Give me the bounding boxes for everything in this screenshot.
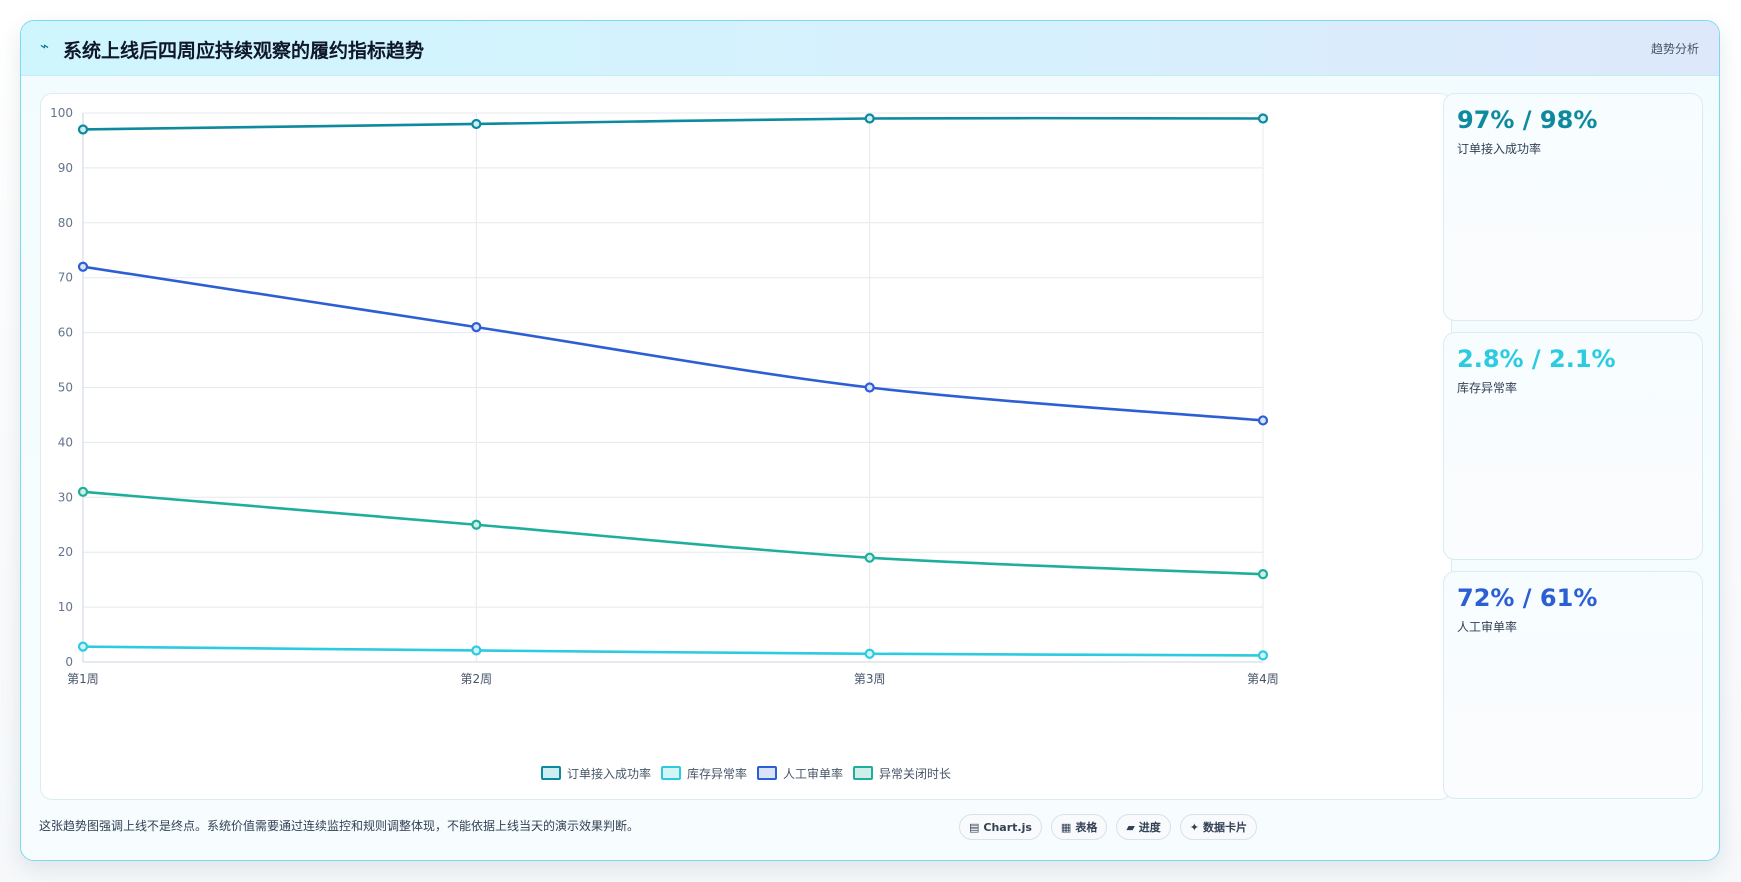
x-tick-label: 第3周 xyxy=(854,672,886,686)
chip-label: 表格 xyxy=(1075,821,1098,834)
y-tick-label: 0 xyxy=(65,655,73,669)
data-point xyxy=(1257,415,1269,426)
y-tick-label: 40 xyxy=(58,435,73,449)
series-line-0 xyxy=(82,116,1264,131)
data-point xyxy=(864,382,875,393)
y-tick-label: 80 xyxy=(58,216,73,230)
card-header: ⌁ 系统上线后四周应持续观察的履约指标趋势 趋势分析 xyxy=(21,21,1719,76)
stat-card-inventory-anomaly: 2.8% / 2.1% 库存异常率 xyxy=(1443,332,1703,560)
data-point xyxy=(77,486,89,497)
pulse-icon: ⌁ xyxy=(40,37,50,55)
x-tick-label: 第1周 xyxy=(67,672,99,686)
legend-item[interactable]: 人工审单率 xyxy=(757,765,843,782)
chip-progress[interactable]: ▰ 进度 xyxy=(1116,814,1171,840)
legend-swatch xyxy=(853,766,874,780)
legend-swatch xyxy=(660,766,681,780)
data-point xyxy=(1257,650,1269,661)
data-point xyxy=(77,124,89,135)
chip-label: Chart.js xyxy=(983,820,1032,834)
chip-label: 进度 xyxy=(1138,821,1161,834)
trend-card: ⌁ 系统上线后四周应持续观察的履约指标趋势 趋势分析 0 10 20 30 40 50 60… xyxy=(20,20,1720,861)
stat-card-manual-review: 72% / 61% 人工审单率 xyxy=(1443,571,1703,799)
legend-swatch xyxy=(540,766,561,780)
stat-value: 2.8% / 2.1% xyxy=(1457,345,1616,373)
legend-label: 异常关闭时长 xyxy=(879,766,952,781)
data-point xyxy=(471,519,482,530)
y-tick-label: 60 xyxy=(58,326,73,340)
chart-footnote: 这张趋势图强调上线不是终点。系统价值需要通过连续监控和规则调整体现，不能依据上线… xyxy=(39,819,640,833)
legend-label: 人工审单率 xyxy=(783,766,844,781)
x-tick-label: 第4周 xyxy=(1247,672,1279,686)
chip-label: 数据卡片 xyxy=(1203,821,1248,834)
legend-item[interactable]: 订单接入成功率 xyxy=(540,765,651,782)
series-line-3 xyxy=(82,490,1264,576)
y-tick-label: 100 xyxy=(50,106,73,120)
y-tick-label: 20 xyxy=(58,545,73,559)
chip-table[interactable]: ▦ 表格 xyxy=(1050,814,1108,840)
chip-chartjs[interactable]: ▤ Chart.js xyxy=(959,814,1042,840)
data-point xyxy=(471,118,482,130)
legend-item[interactable]: 库存异常率 xyxy=(660,765,747,782)
stat-label: 库存异常率 xyxy=(1457,381,1518,395)
card-title: 系统上线后四周应持续观察的履约指标趋势 xyxy=(63,40,425,62)
chart-legend: 订单接入成功率 库存异常率 人工审单率 异常关闭时长 xyxy=(41,763,1451,783)
data-point xyxy=(1257,113,1269,124)
y-tick-label: 90 xyxy=(58,161,73,175)
data-point xyxy=(864,113,875,124)
y-tick-label: 70 xyxy=(58,271,73,285)
series-line-2 xyxy=(82,265,1264,422)
stat-value: 72% / 61% xyxy=(1457,584,1598,612)
sparkle-icon: ✦ xyxy=(1189,820,1200,834)
data-point xyxy=(471,322,482,333)
stat-label: 订单接入成功率 xyxy=(1457,142,1542,156)
table-icon: ▦ xyxy=(1060,820,1072,834)
legend-swatch xyxy=(757,766,777,780)
data-point xyxy=(864,552,875,563)
y-tick-label: 30 xyxy=(58,490,73,504)
line-chart: 0 10 20 30 40 50 60 70 80 90 100 第1周 第2周 第3周 第4周 xyxy=(50,106,1279,686)
data-point xyxy=(1257,569,1269,580)
data-point xyxy=(77,261,89,272)
chart-panel: 0 10 20 30 40 50 60 70 80 90 100 第1周 第2周 第3周 第4周 订单接入成… xyxy=(40,93,1452,800)
progress-icon: ▰ xyxy=(1126,820,1135,834)
y-tick-label: 50 xyxy=(58,381,73,395)
y-tick-label: 10 xyxy=(58,600,73,614)
legend-item[interactable]: 异常关闭时长 xyxy=(853,765,951,782)
series-line-1 xyxy=(82,645,1264,657)
data-point xyxy=(471,645,482,656)
chip-data-card[interactable]: ✦ 数据卡片 xyxy=(1179,814,1258,840)
stat-card-order-success: 97% / 98% 订单接入成功率 xyxy=(1443,93,1703,321)
legend-label: 库存异常率 xyxy=(686,766,747,781)
x-tick-label: 第2周 xyxy=(461,672,493,686)
chart-icon: ▤ xyxy=(969,820,980,834)
stat-value: 97% / 98% xyxy=(1457,106,1598,134)
feature-chips: ▤ Chart.js ▦ 表格 ▰ 进度 ✦ 数据卡片 xyxy=(959,814,1258,840)
stat-label: 人工审单率 xyxy=(1457,620,1518,634)
legend-label: 订单接入成功率 xyxy=(566,766,651,781)
data-point xyxy=(77,641,89,652)
data-point xyxy=(864,648,875,659)
category-tag: 趋势分析 xyxy=(1650,42,1699,56)
